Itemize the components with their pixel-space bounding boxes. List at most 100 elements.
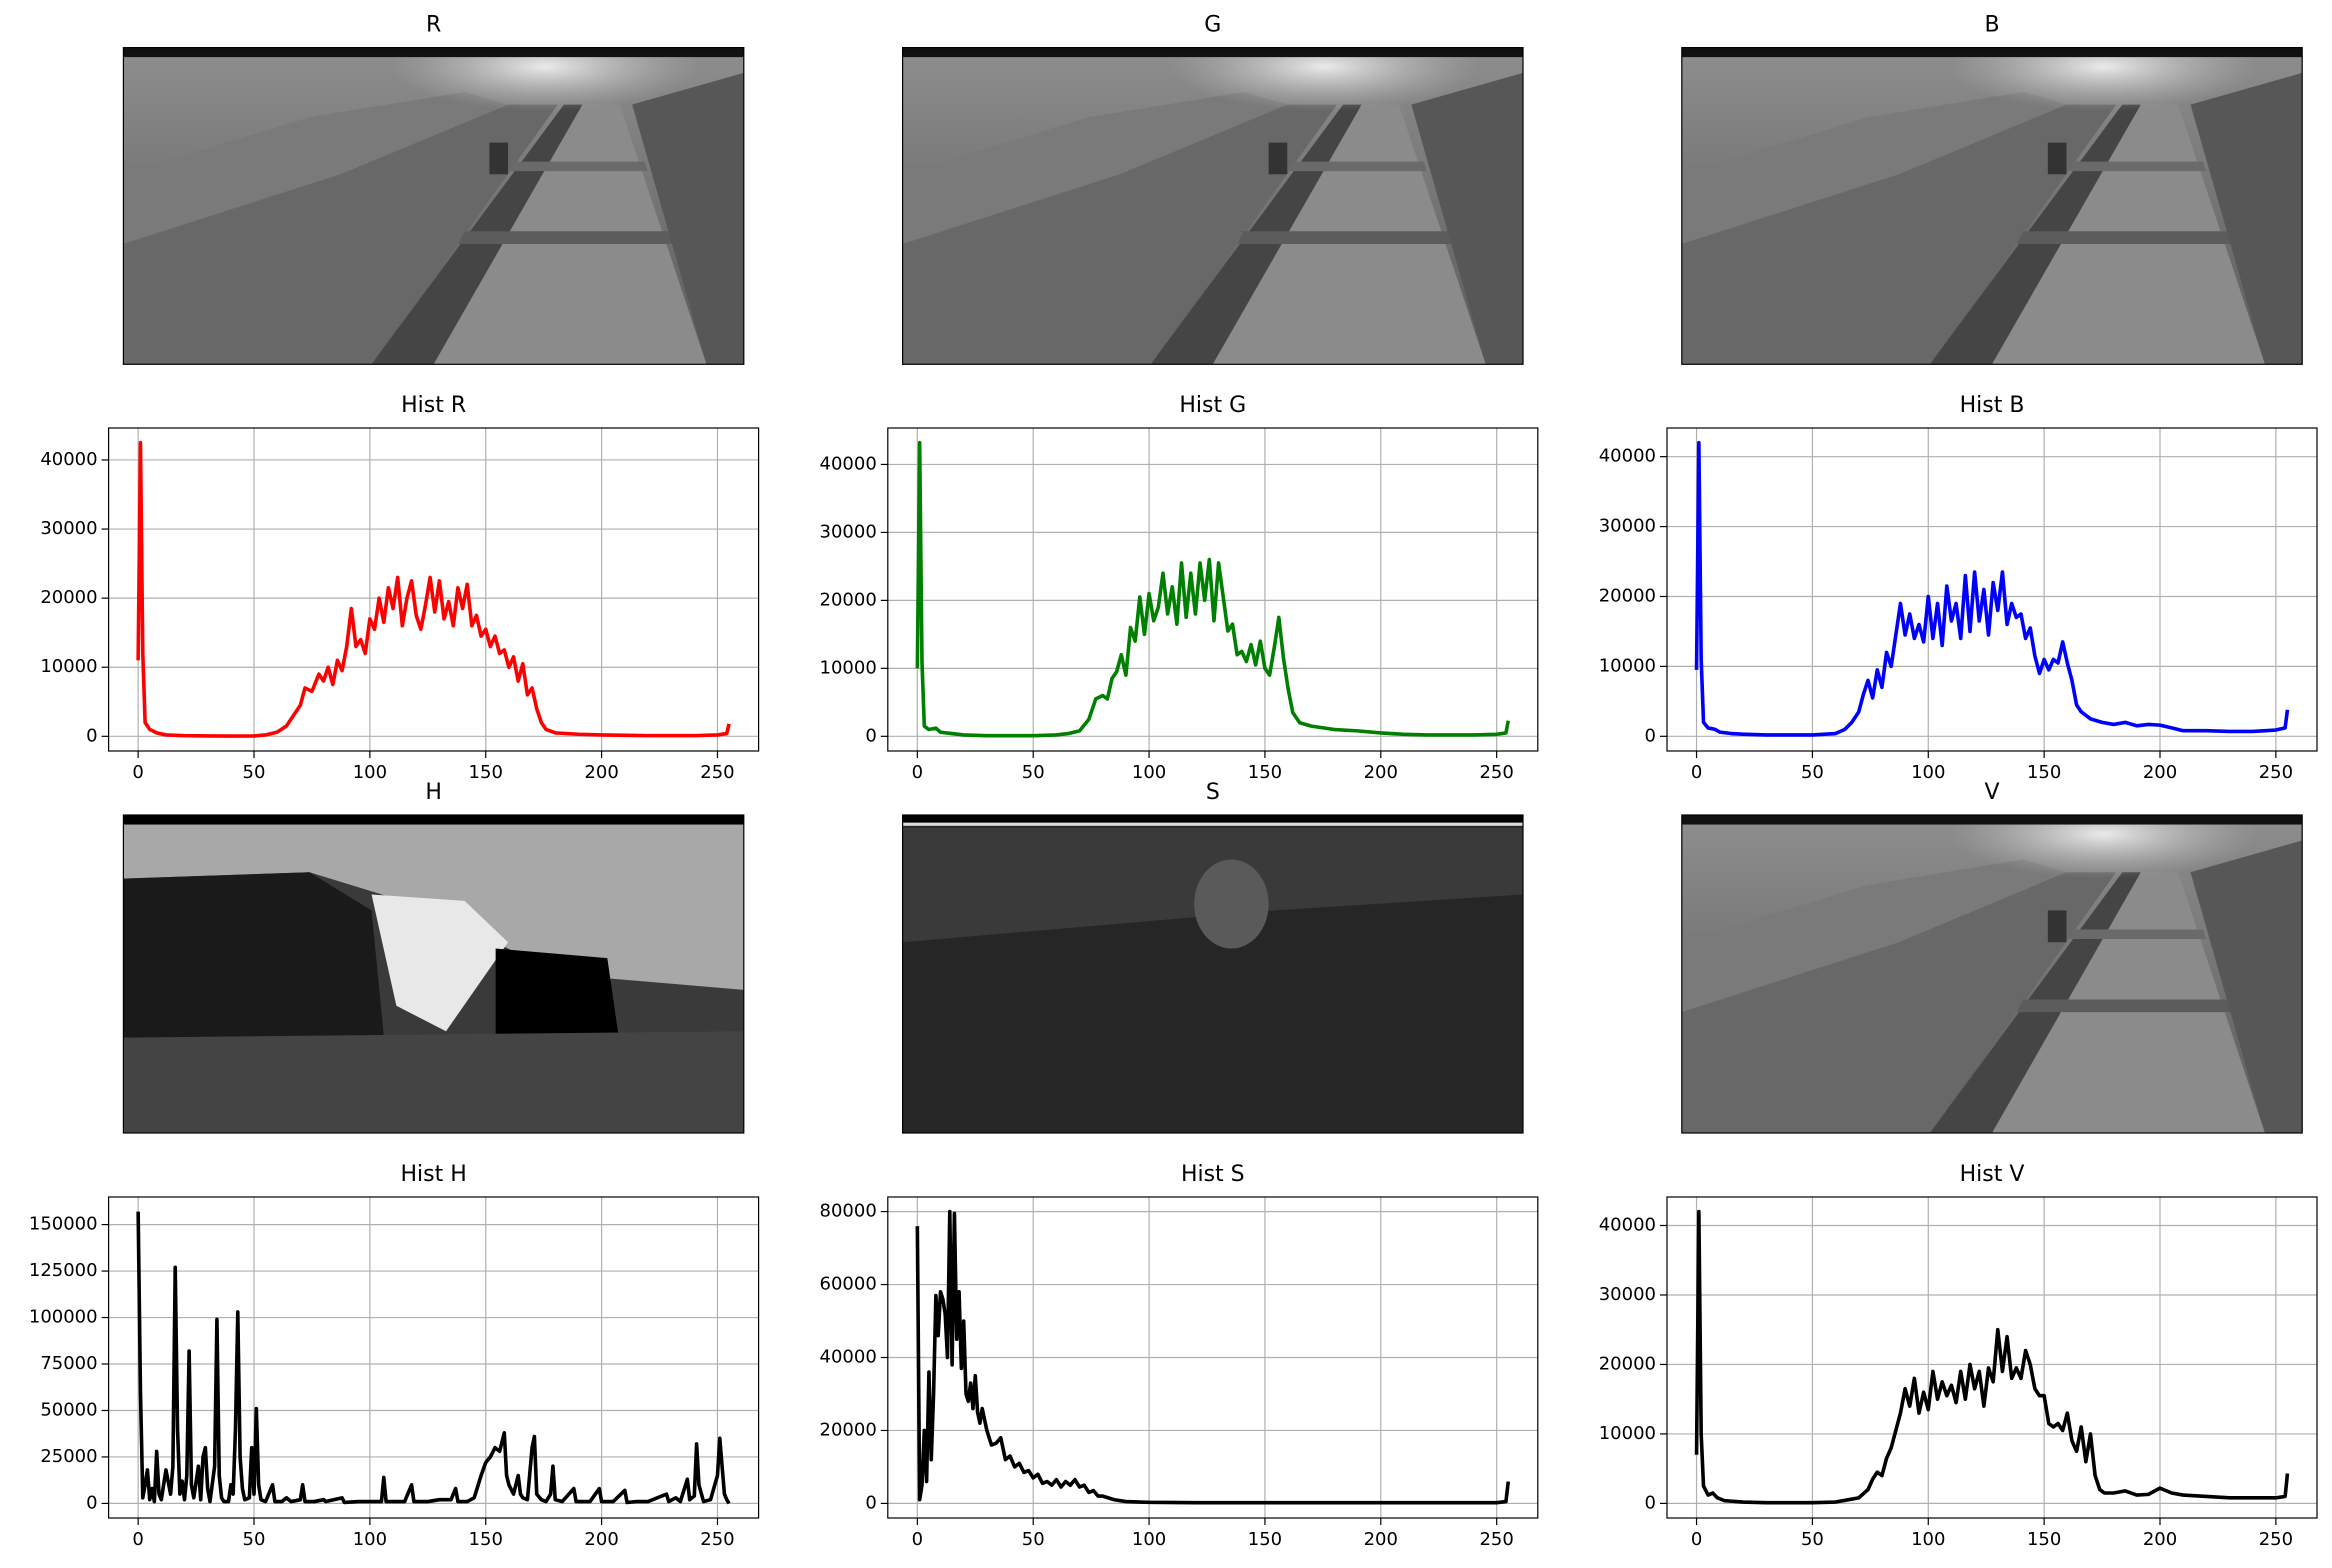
y-tick-label: 20000: [1599, 585, 1656, 606]
y-tick-label: 0: [86, 1492, 97, 1513]
x-tick-label: 150: [469, 762, 503, 783]
x-tick-label: 100: [1911, 762, 1945, 783]
x-tick-label: 150: [2027, 762, 2061, 783]
x-tick-label: 250: [700, 762, 734, 783]
y-tick-label: 150000: [29, 1214, 98, 1235]
histogram-line: [1694, 1209, 2290, 1505]
x-tick-label: 50: [243, 1529, 266, 1550]
subplot-title: R: [426, 13, 441, 38]
x-tick-label: 0: [912, 762, 923, 783]
subplot-title: H: [425, 780, 442, 805]
image: [1681, 815, 2303, 1133]
x-tick-label: 150: [1248, 762, 1282, 783]
y-tick-label: 30000: [1599, 1284, 1656, 1305]
y-tick-label: 40000: [1599, 1214, 1656, 1235]
image-frame: [1681, 46, 2303, 365]
subplot-title: G: [1204, 13, 1221, 38]
axes-frame: [107, 427, 760, 752]
subplot-title: Hist R: [401, 393, 466, 418]
y-tick-label: 125000: [29, 1260, 98, 1281]
y-tick-label: 0: [865, 725, 876, 746]
y-tick-label: 20000: [1599, 1353, 1656, 1374]
y-tick-label: 100000: [29, 1307, 98, 1328]
y-tick-label: 25000: [40, 1446, 97, 1467]
image-frame: [901, 814, 1524, 1134]
x-tick-label: 0: [1691, 1529, 1702, 1550]
subplot-title: B: [1984, 13, 1999, 38]
y-tick-label: 0: [1645, 725, 1656, 746]
y-tick-label: 10000: [820, 657, 877, 678]
y-tick-label: 50000: [40, 1399, 97, 1420]
y-tick-label: 10000: [1599, 655, 1656, 676]
x-tick-label: 0: [132, 762, 143, 783]
axes-frame: [887, 1196, 1539, 1519]
x-tick-label: 0: [912, 1529, 923, 1550]
y-tick-label: 75000: [40, 1353, 97, 1374]
y-tick-label: 30000: [40, 518, 97, 539]
axes-frame: [107, 1196, 760, 1519]
image: [902, 815, 1523, 1133]
x-tick-label: 250: [1479, 1529, 1513, 1550]
image: [902, 47, 1523, 365]
x-tick-label: 250: [1479, 762, 1513, 783]
x-tick-label: 150: [469, 1529, 503, 1550]
y-tick-label: 20000: [820, 1419, 877, 1440]
subplot-title: S: [1206, 780, 1220, 805]
axes-frame: [887, 427, 1539, 752]
y-tick-label: 0: [1645, 1492, 1656, 1513]
y-tick-label: 80000: [820, 1201, 877, 1222]
x-tick-label: 0: [1691, 762, 1702, 783]
histogram-line: [915, 440, 1511, 738]
x-tick-label: 50: [1022, 762, 1045, 783]
y-tick-label: 60000: [820, 1274, 877, 1295]
x-tick-label: 250: [2259, 762, 2293, 783]
x-tick-label: 0: [132, 1529, 143, 1550]
histogram-line: [1694, 440, 2290, 737]
y-tick-label: 10000: [40, 656, 97, 677]
x-tick-label: 100: [1132, 762, 1166, 783]
image-frame: [122, 814, 745, 1134]
axes-frame: [1666, 427, 2318, 752]
x-tick-label: 200: [2143, 762, 2177, 783]
x-tick-label: 200: [2143, 1529, 2177, 1550]
x-tick-label: 200: [584, 1529, 618, 1550]
x-tick-label: 150: [1248, 1529, 1282, 1550]
x-tick-label: 150: [2027, 1529, 2061, 1550]
subplot-title: Hist B: [1960, 393, 2025, 418]
y-tick-label: 20000: [40, 587, 97, 608]
subplot-title: Hist G: [1179, 393, 1246, 418]
histogram-line: [915, 1209, 1511, 1505]
image-frame: [122, 46, 745, 365]
subplot-title: V: [1984, 780, 1999, 805]
y-tick-label: 0: [86, 725, 97, 746]
y-tick-label: 40000: [1599, 446, 1656, 467]
y-tick-label: 30000: [820, 521, 877, 542]
image: [123, 47, 744, 365]
y-tick-label: 40000: [820, 453, 877, 474]
subplot-title: Hist V: [1960, 1162, 2025, 1187]
x-tick-label: 100: [353, 1529, 387, 1550]
subplot-title: Hist H: [400, 1162, 466, 1187]
y-tick-label: 20000: [820, 589, 877, 610]
x-tick-label: 50: [1022, 1529, 1045, 1550]
x-tick-label: 250: [2259, 1529, 2293, 1550]
y-tick-label: 40000: [820, 1347, 877, 1368]
y-tick-label: 10000: [1599, 1423, 1656, 1444]
image: [123, 815, 744, 1133]
x-tick-label: 200: [584, 762, 618, 783]
x-tick-label: 250: [700, 1529, 734, 1550]
image: [1681, 47, 2303, 365]
x-tick-label: 100: [1911, 1529, 1945, 1550]
axes-frame: [1666, 1196, 2318, 1519]
image-frame: [901, 46, 1524, 365]
y-tick-label: 0: [865, 1492, 876, 1513]
y-tick-label: 40000: [40, 449, 97, 470]
x-tick-label: 100: [353, 762, 387, 783]
x-tick-label: 50: [1801, 1529, 1824, 1550]
x-tick-label: 200: [1364, 762, 1398, 783]
x-tick-label: 200: [1364, 1529, 1398, 1550]
subplot-title: Hist S: [1181, 1162, 1245, 1187]
x-tick-label: 50: [1801, 762, 1824, 783]
